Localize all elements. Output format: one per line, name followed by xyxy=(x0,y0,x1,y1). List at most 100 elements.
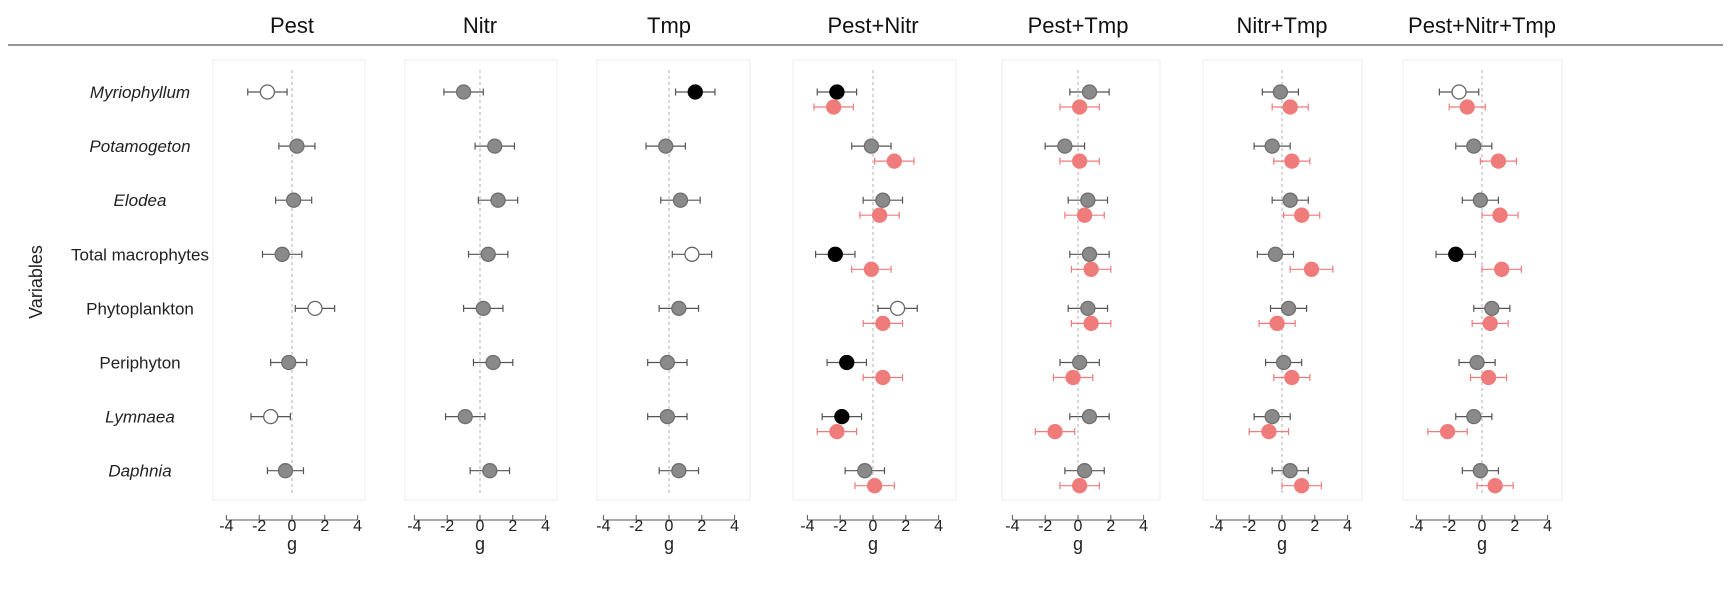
data-point xyxy=(1482,315,1498,332)
data-point xyxy=(1272,84,1289,100)
variable-labels: Myriophyllum Potamogeton Elodea Total macro… xyxy=(71,83,209,481)
data-point xyxy=(1047,423,1063,440)
data-point xyxy=(1083,261,1099,277)
data-point xyxy=(281,354,297,371)
x-tick-label: 4 xyxy=(1139,518,1148,535)
data-point xyxy=(1083,315,1099,332)
data-point xyxy=(482,463,498,479)
data-point xyxy=(1065,369,1081,386)
data-point xyxy=(1294,207,1310,223)
x-axis-title: g xyxy=(287,534,297,554)
panel-title: Nitr xyxy=(463,13,497,38)
data-point xyxy=(829,84,845,100)
x-tick-label: -2 xyxy=(1038,518,1052,535)
data-point xyxy=(259,84,276,100)
data-point xyxy=(307,300,323,317)
panel: -4 -2 0 2 4 g xyxy=(792,59,957,554)
data-point xyxy=(825,99,842,115)
x-tick-label: 2 xyxy=(1510,518,1519,535)
data-point xyxy=(863,138,880,154)
data-point xyxy=(1076,463,1093,479)
data-point xyxy=(1267,246,1284,262)
panel-frame xyxy=(1402,59,1563,501)
data-point xyxy=(1472,463,1489,479)
data-point xyxy=(475,300,491,317)
data-point xyxy=(480,246,496,262)
data-point xyxy=(455,84,472,100)
data-point xyxy=(1282,463,1298,479)
data-point xyxy=(1071,478,1088,494)
panel: -4 -2 0 2 4 g xyxy=(404,59,558,554)
data-point xyxy=(875,315,891,332)
data-point xyxy=(1057,138,1073,154)
x-tick-label: 4 xyxy=(1543,518,1552,535)
x-tick-label: 2 xyxy=(1310,518,1319,535)
x-tick-label: 2 xyxy=(901,518,910,535)
data-point xyxy=(857,463,873,479)
panel-title: Pest+Tmp xyxy=(1028,13,1129,38)
data-point xyxy=(889,300,906,317)
x-tick-label: 4 xyxy=(1343,518,1352,535)
data-point xyxy=(1448,246,1464,262)
x-tick-label: 2 xyxy=(697,518,706,535)
y-axis-title: Variables xyxy=(26,245,46,319)
x-tick-label: 0 xyxy=(1074,518,1083,535)
panel-titles: Pest Nitr Tmp Pest+Nitr Pest+Tmp Nitr+Tmp Pest… xyxy=(270,13,1556,38)
data-point xyxy=(1282,99,1298,115)
x-axis-title: g xyxy=(1073,534,1083,554)
data-point xyxy=(1487,478,1503,494)
x-axis-title: g xyxy=(1477,534,1487,554)
data-point xyxy=(1490,153,1507,169)
panel: -4 -2 0 2 4 g xyxy=(1402,59,1563,554)
panel-title: Pest+Nitr xyxy=(827,13,918,38)
x-axis-title: g xyxy=(868,534,878,554)
data-point xyxy=(1264,138,1280,154)
panel-frame xyxy=(1001,59,1161,501)
panel-frame xyxy=(212,59,366,501)
data-point xyxy=(658,138,674,154)
data-point xyxy=(289,138,305,154)
data-point xyxy=(1280,300,1297,317)
data-point xyxy=(1451,84,1467,100)
x-tick-label: -2 xyxy=(833,518,847,535)
data-point xyxy=(863,261,880,277)
variable-label: Potamogeton xyxy=(89,137,190,156)
panel-frame xyxy=(596,59,751,501)
variable-label: Periphyton xyxy=(99,354,180,373)
panel-title: Pest xyxy=(270,13,314,38)
data-point xyxy=(684,246,700,262)
data-point xyxy=(1282,192,1298,208)
x-tick-label: 4 xyxy=(541,518,550,535)
data-point xyxy=(1080,192,1096,208)
x-tick-label: -2 xyxy=(1442,518,1456,535)
x-tick-label: -4 xyxy=(1005,518,1019,535)
data-point xyxy=(672,192,689,208)
data-point xyxy=(1472,192,1489,208)
data-point xyxy=(1081,246,1098,262)
variable-label: Phytoplankton xyxy=(86,299,194,318)
data-point xyxy=(485,354,501,371)
data-point xyxy=(1080,300,1096,317)
data-point xyxy=(1275,354,1292,371)
panel: -4 -2 0 2 4 g xyxy=(596,59,751,554)
data-point xyxy=(829,423,845,440)
data-point xyxy=(659,408,676,425)
data-point xyxy=(1466,408,1482,425)
x-tick-label: 4 xyxy=(730,518,739,535)
data-point xyxy=(487,138,503,154)
panel-title: Nitr+Tmp xyxy=(1236,13,1327,38)
data-point xyxy=(834,408,850,425)
x-tick-label: 0 xyxy=(288,518,297,535)
x-tick-label: 0 xyxy=(869,518,878,535)
x-tick-label: 2 xyxy=(320,518,329,535)
data-point xyxy=(1071,354,1088,371)
x-tick-label: -2 xyxy=(252,518,266,535)
x-axis-title: g xyxy=(1277,534,1287,554)
x-tick-label: -4 xyxy=(800,518,814,535)
data-point xyxy=(839,354,855,371)
x-axis-title: g xyxy=(475,534,485,554)
data-point xyxy=(1284,369,1300,386)
data-point xyxy=(659,354,676,371)
data-point xyxy=(827,246,843,262)
data-point xyxy=(671,463,687,479)
